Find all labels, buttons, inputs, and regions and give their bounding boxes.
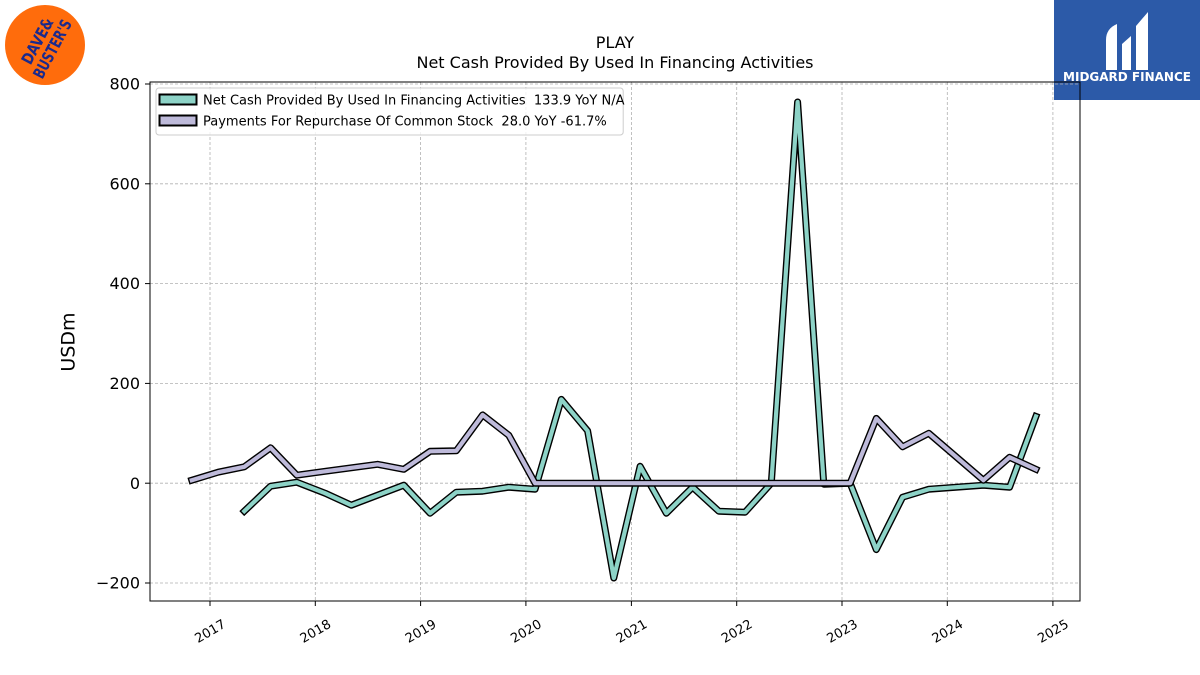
logo-circle [5, 5, 85, 85]
series-2-line [189, 412, 1039, 486]
midgard-icon-middle-bar [1122, 36, 1131, 70]
y-tick-label: −200 [96, 574, 140, 593]
series-1-line [241, 99, 1039, 581]
dave-and-busters-logo: DAVE& BUSTER'S [5, 5, 85, 85]
y-tick-label: 0 [130, 474, 140, 493]
logo-wordmark: MIDGARD FINANCE [1063, 70, 1191, 84]
legend-swatch-2 [158, 114, 198, 127]
legend-series-stats-2: 28.0 YoY -61.7% [501, 115, 606, 130]
y-axis-label: USDm [58, 312, 80, 371]
series-1-group [239, 98, 1041, 582]
chart-title: PLAY [596, 33, 635, 52]
series-2-group [187, 411, 1041, 487]
y-tick-label: 400 [109, 274, 140, 293]
midgard-icon-left-bar [1106, 24, 1117, 70]
y-tick-label: 200 [109, 374, 140, 393]
y-tick-label: 600 [109, 174, 140, 193]
legend-swatch-1 [158, 93, 198, 106]
legend-series-stats-1: 133.9 YoY N/A [534, 94, 625, 109]
chart-subtitle: Net Cash Provided By Used In Financing A… [416, 53, 813, 72]
plot-frame [149, 81, 1081, 602]
y-tick-label: 800 [109, 75, 140, 94]
legend-series-name-2: Payments For Repurchase Of Common Stock [203, 115, 494, 130]
midgard-icon [1106, 12, 1148, 70]
series-lines [187, 98, 1041, 582]
legend-series-name-1: Net Cash Provided By Used In Financing A… [203, 94, 526, 109]
legend-box [155, 87, 624, 136]
legend-label-2: Payments For Repurchase Of Common Stock 2… [203, 115, 607, 130]
legend-label-1: Net Cash Provided By Used In Financing A… [203, 94, 625, 109]
midgard-icon-right-bar [1136, 12, 1148, 70]
midgard-finance-logo: MIDGARD FINANCE [1054, 0, 1200, 100]
legend: Net Cash Provided By Used In Financing A… [155, 87, 625, 136]
